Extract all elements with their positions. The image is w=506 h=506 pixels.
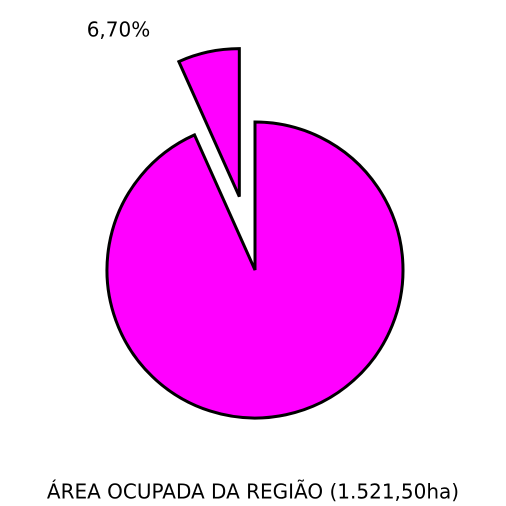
chart-title: ÁREA OCUPADA DA REGIÃO (1.521,50ha) <box>47 480 459 504</box>
pie-slice <box>105 120 405 420</box>
slice-label: 6,70% <box>87 18 151 42</box>
pie-slice <box>176 47 241 198</box>
